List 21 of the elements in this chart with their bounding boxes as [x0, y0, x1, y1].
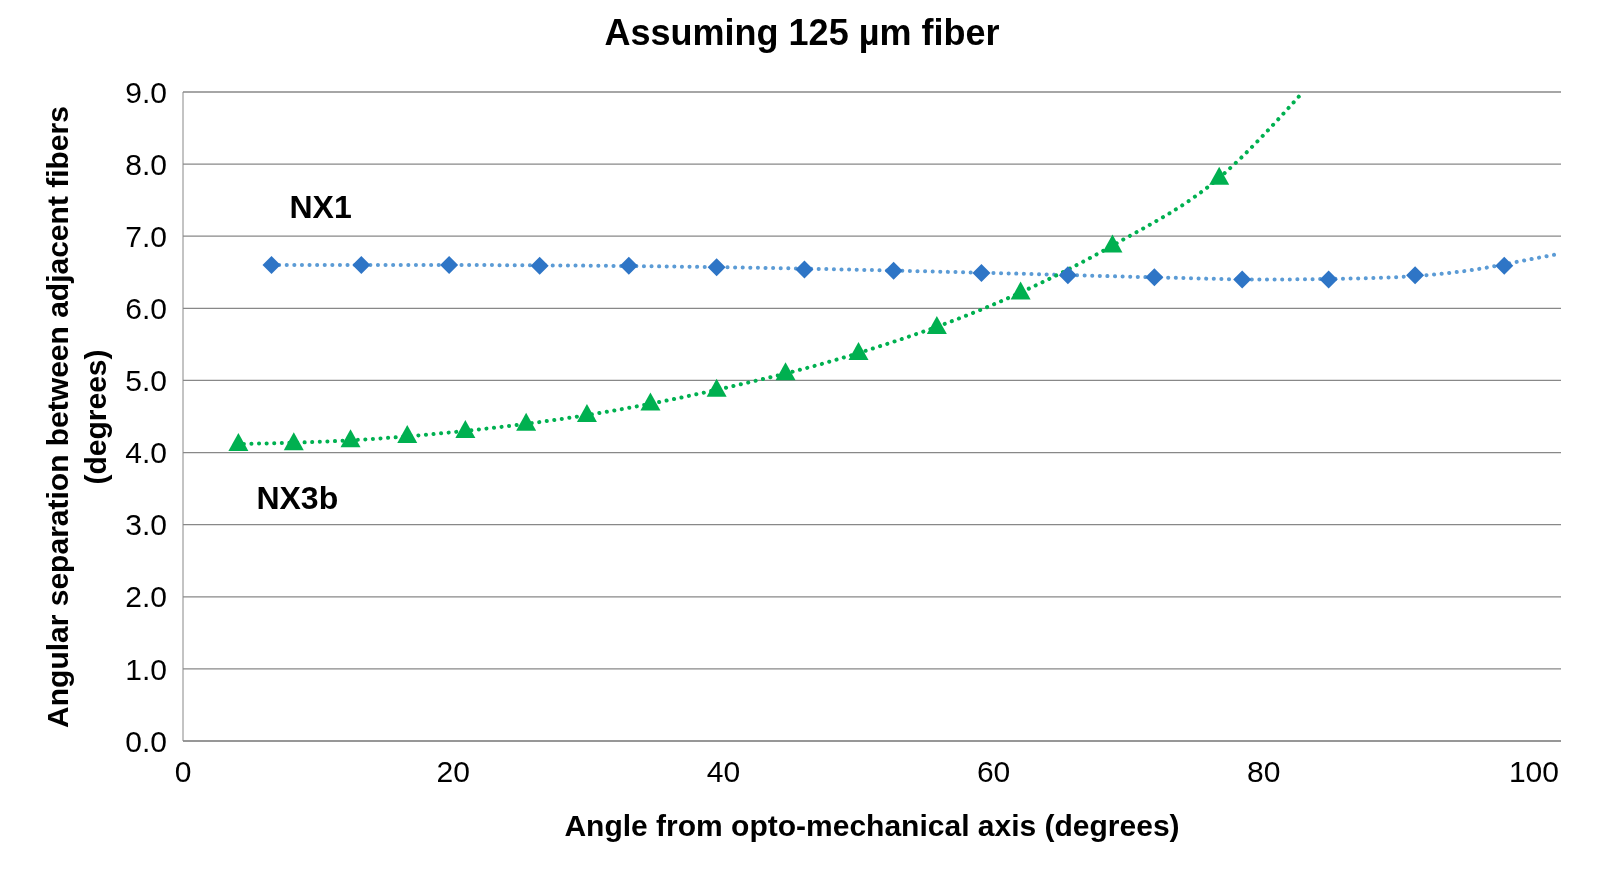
x-tick-label: 20 [436, 755, 470, 789]
y-tick-label: 3.0 [125, 508, 167, 542]
x-tick-label: 40 [706, 755, 741, 789]
y-axis-title: Angular separation between adjacent fibers (degrees) [39, 104, 113, 730]
series-label: NX3b [256, 479, 339, 517]
series-label: NX1 [289, 189, 352, 227]
y-tick-label: 8.0 [125, 147, 167, 181]
y-tick-label: 1.0 [125, 652, 167, 686]
x-tick-label: 80 [1247, 755, 1281, 789]
y-tick-label: 5.0 [125, 364, 167, 398]
y-tick-label: 7.0 [125, 219, 167, 253]
x-tick-label: 60 [976, 755, 1011, 789]
y-tick-label: 2.0 [125, 580, 167, 614]
chart-title: Assuming 125 µm fiber [603, 12, 1001, 54]
y-tick-label: 6.0 [125, 291, 167, 325]
x-axis-title: Angle from opto-mechanical axis (degrees) [563, 809, 1181, 843]
y-tick-label: 0.0 [125, 724, 167, 758]
y-tick-label: 9.0 [125, 75, 167, 109]
y-tick-label: 4.0 [125, 436, 167, 470]
x-tick-label: 0 [174, 755, 192, 789]
x-tick-label: 100 [1508, 755, 1560, 789]
